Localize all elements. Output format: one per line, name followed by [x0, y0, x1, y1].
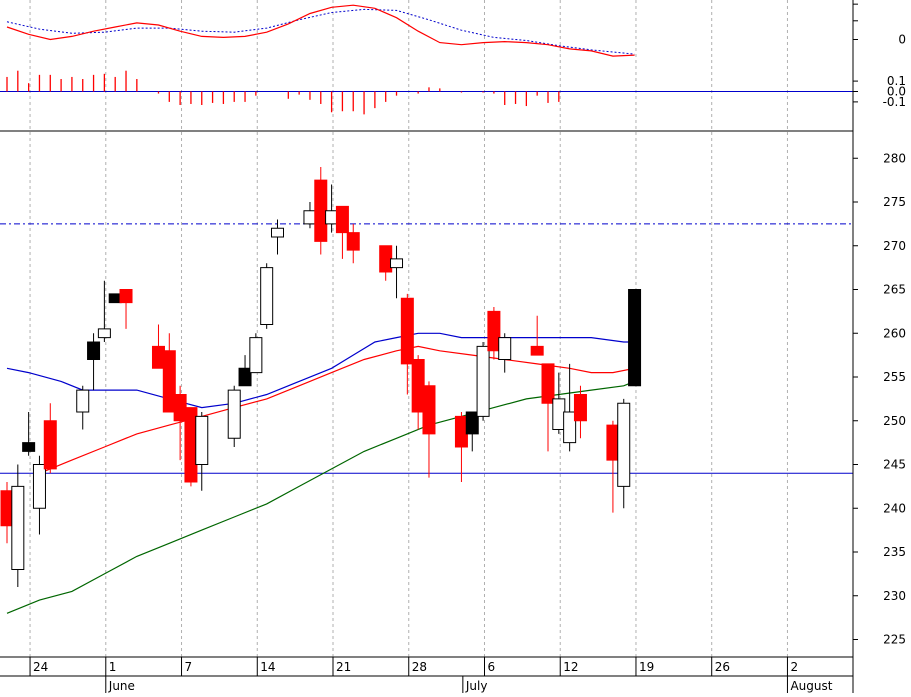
- x-tick-label: 6: [487, 660, 495, 674]
- indicator-tick-label: 0: [898, 33, 906, 47]
- x-tick-label: 19: [639, 660, 654, 674]
- grid: [29, 0, 788, 657]
- x-tick-label: 14: [260, 660, 275, 674]
- x-tick-label: 2: [790, 660, 798, 674]
- candle-body: [162, 350, 176, 413]
- candle-body: [422, 385, 436, 435]
- candle-body: [173, 394, 187, 422]
- candle-body: [465, 411, 479, 435]
- candle-body: [184, 407, 198, 483]
- candle-body: [195, 415, 209, 465]
- signal-line: [6, 8, 635, 55]
- price-tick-label: 240: [883, 501, 906, 515]
- indicator-panel: [0, 4, 853, 115]
- price-tick-label: 265: [883, 283, 906, 297]
- candle-body: [87, 341, 101, 360]
- price-panel: [0, 167, 853, 614]
- candle-body: [238, 367, 252, 387]
- candle-body: [563, 411, 577, 444]
- candle-body: [32, 464, 46, 509]
- candle-body: [530, 345, 544, 356]
- indicator-tick-label: -0.1: [883, 95, 906, 109]
- candle-body: [335, 205, 349, 234]
- price-tick-label: 245: [883, 458, 906, 472]
- price-tick-label: 235: [883, 545, 906, 559]
- candle-body: [0, 490, 14, 527]
- price-tick-label: 280: [883, 151, 906, 165]
- indicator-tick-label: 0.1: [887, 74, 906, 88]
- price-tick-label: 225: [883, 633, 906, 647]
- candle-body: [314, 179, 328, 242]
- candle-body: [22, 442, 36, 452]
- price-tick-label: 250: [883, 414, 906, 428]
- moving-average-ma_red: [39, 345, 635, 474]
- candle-body: [487, 310, 501, 352]
- x-tick-label: 28: [412, 660, 427, 674]
- month-label: August: [790, 679, 832, 693]
- indicator-tick-label: 0.0: [887, 84, 906, 98]
- x-tick-label: 1: [109, 660, 117, 674]
- candle-body: [476, 345, 490, 417]
- x-tick-label: 24: [33, 660, 48, 674]
- candle-body: [76, 389, 90, 413]
- candle-body: [573, 394, 587, 422]
- candle-body: [346, 232, 360, 251]
- candle-body: [303, 210, 317, 225]
- month-label: July: [465, 679, 488, 693]
- candle-body: [11, 485, 25, 570]
- candle-body: [43, 420, 57, 470]
- candle-body: [617, 402, 631, 487]
- x-tick-label: 21: [336, 660, 351, 674]
- month-label: June: [108, 679, 135, 693]
- candle-body: [411, 359, 425, 413]
- candle-body: [325, 210, 339, 225]
- moving-average-ma_blue: [6, 332, 635, 409]
- candle-body: [108, 293, 122, 304]
- x-tick-label: 26: [715, 660, 730, 674]
- candle-body: [498, 337, 512, 360]
- candle-body: [390, 258, 404, 269]
- candle-body: [119, 289, 133, 304]
- candle-body: [227, 389, 241, 439]
- candle-body: [249, 337, 263, 374]
- candle-body: [260, 267, 274, 325]
- candle-body: [151, 345, 165, 369]
- candle-body: [606, 424, 620, 461]
- candle-body: [271, 227, 284, 238]
- indicator-line: [6, 4, 635, 57]
- candle-body: [379, 245, 393, 273]
- candle-body: [400, 297, 414, 365]
- x-tick-label: 7: [185, 660, 193, 674]
- price-tick-label: 275: [883, 195, 906, 209]
- x-tick-label: 12: [563, 660, 578, 674]
- candle-body: [97, 328, 111, 339]
- price-tick-label: 255: [883, 370, 906, 384]
- candle-body: [628, 289, 642, 387]
- price-tick-label: 230: [883, 589, 906, 603]
- candle-body: [454, 415, 468, 448]
- candle-body: [541, 363, 555, 404]
- price-tick-label: 270: [883, 239, 906, 253]
- candle-body: [552, 398, 566, 430]
- price-tick-label: 260: [883, 326, 906, 340]
